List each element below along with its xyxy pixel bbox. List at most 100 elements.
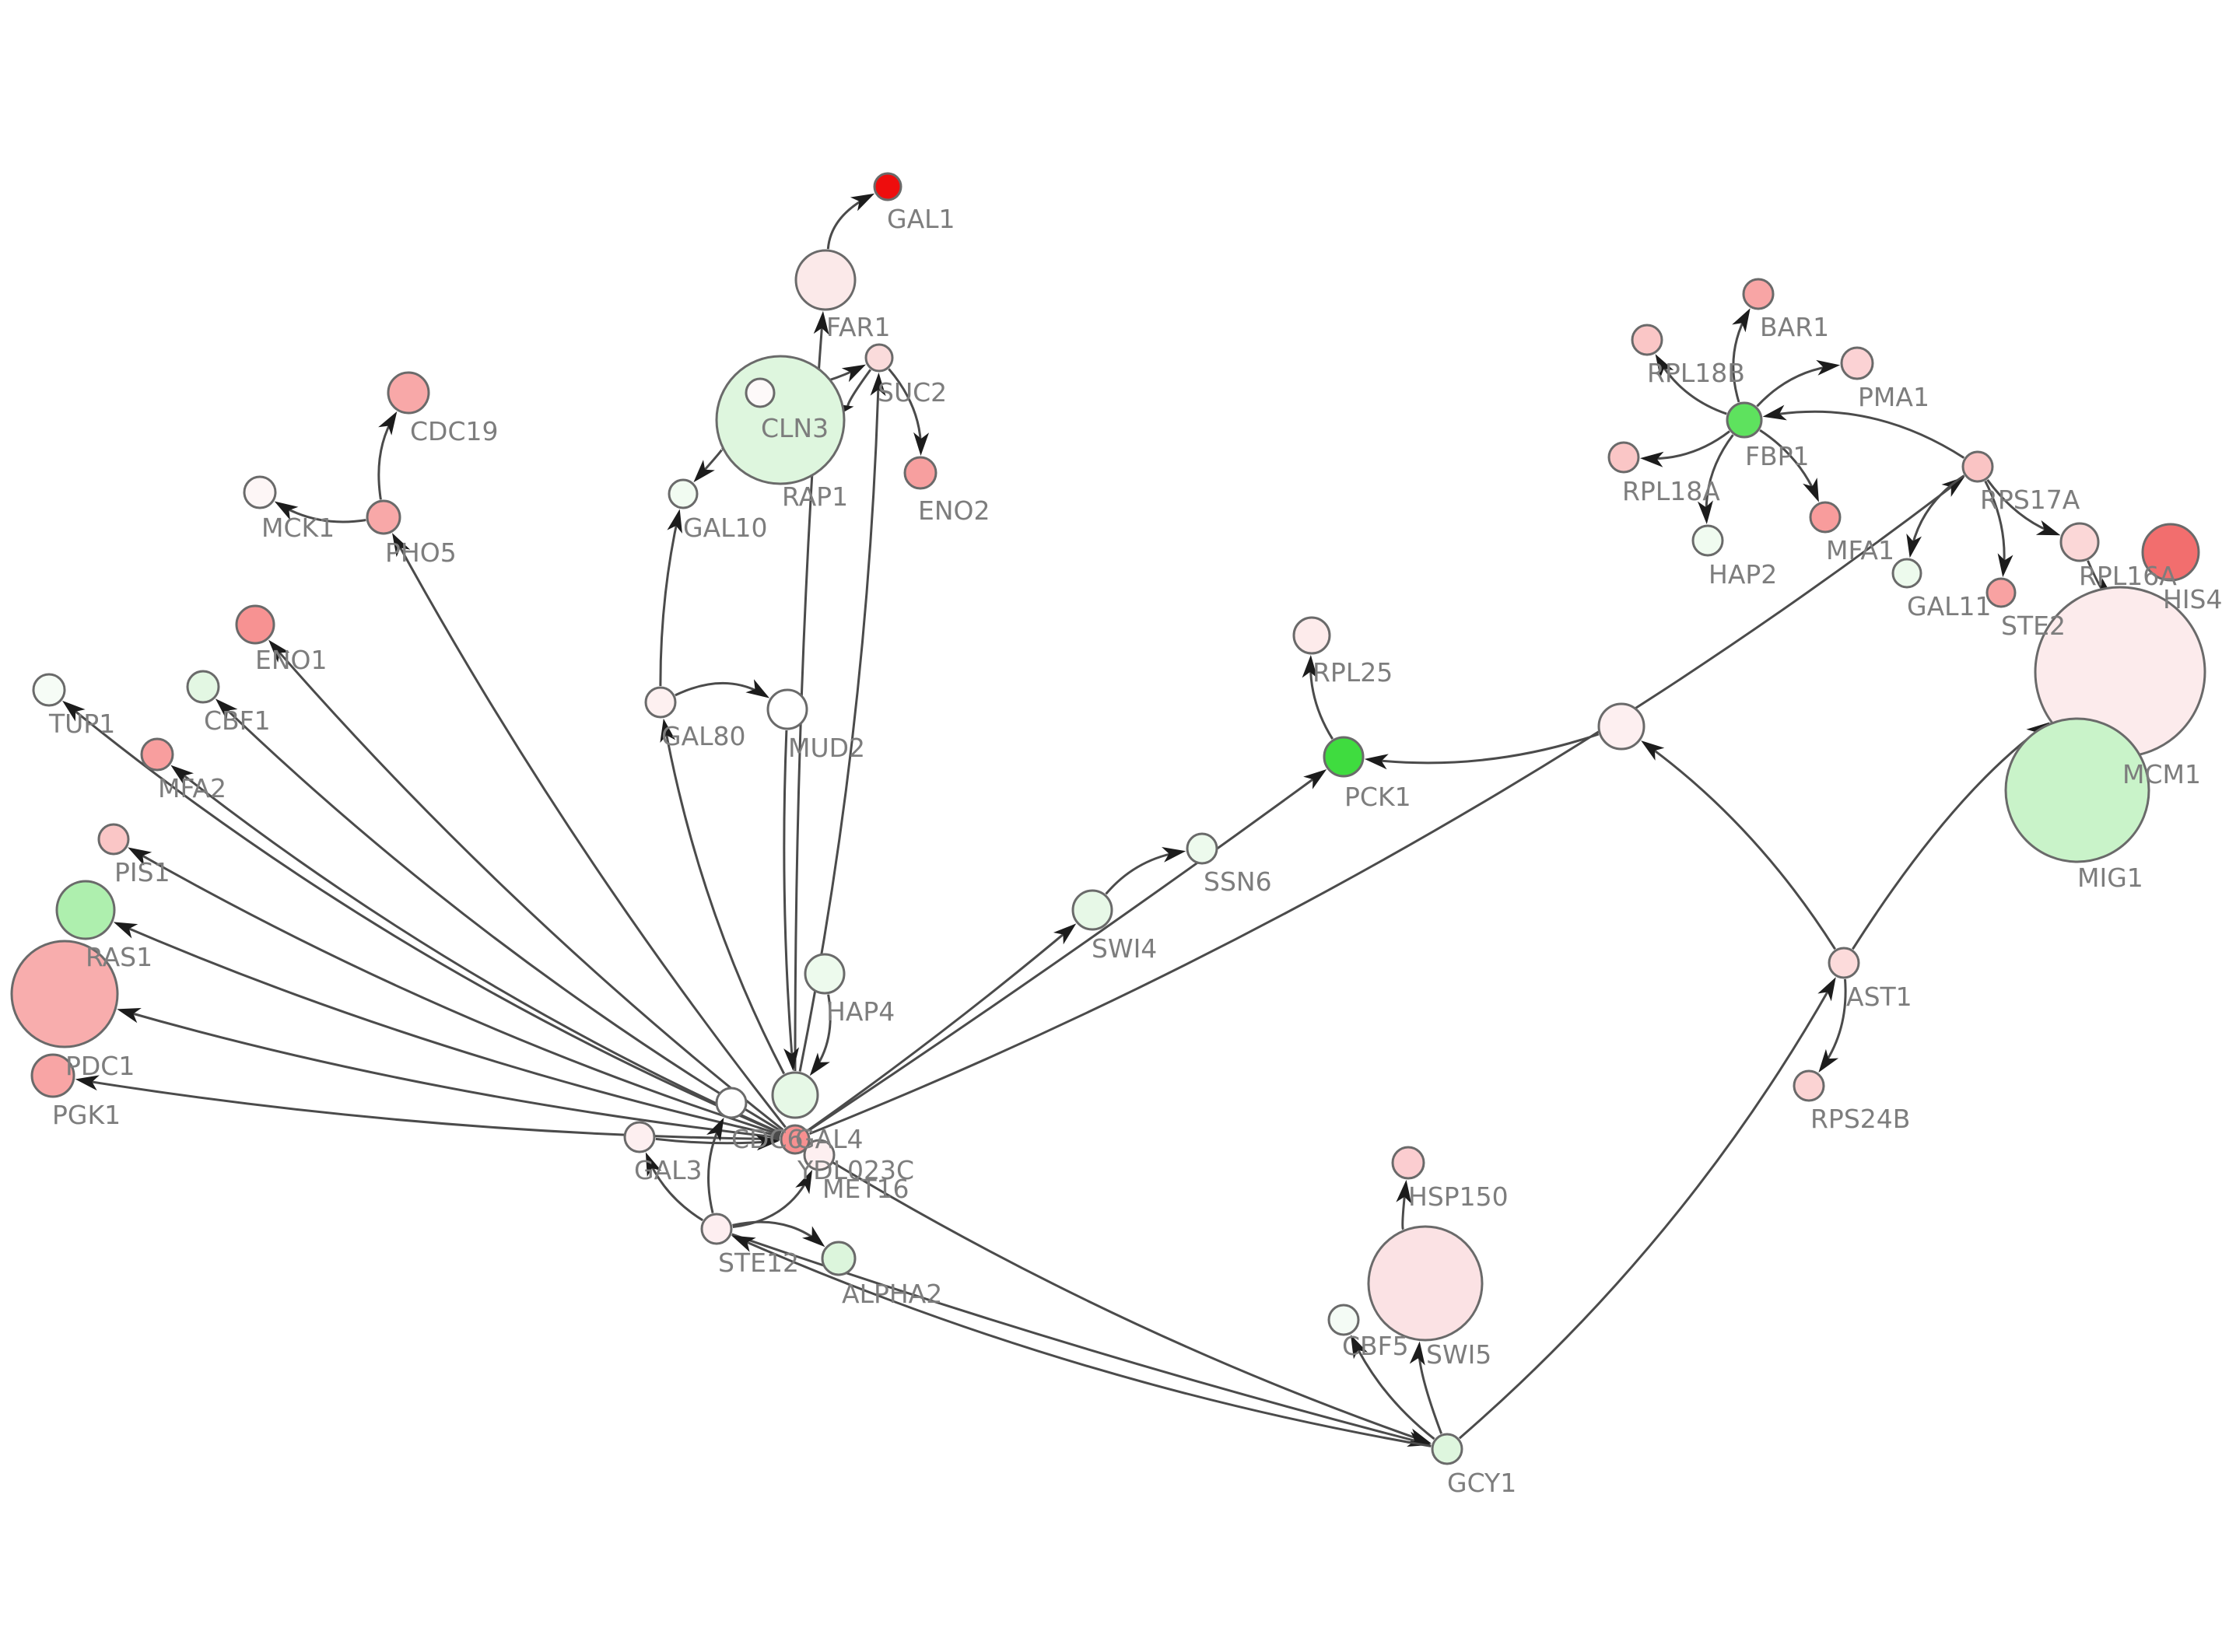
node-gcy1[interactable]	[1431, 1433, 1463, 1465]
edge-rps17a-rpl16a[interactable]	[1986, 479, 2061, 536]
edge-fbp1-bar1[interactable]	[1732, 308, 1751, 403]
edge-ydl023c-tup1[interactable]	[62, 700, 782, 1135]
node-ste12[interactable]	[700, 1213, 733, 1245]
edge-rps17a-gal11[interactable]	[1906, 474, 1965, 558]
edge-ydl023c-ras1[interactable]	[113, 922, 780, 1138]
node-rpl18a[interactable]	[1607, 441, 1640, 474]
edge-ydl023c-pho5[interactable]	[392, 533, 787, 1129]
edge-cln3-gal10[interactable]	[693, 447, 724, 483]
edge-pho5-mck1[interactable]	[274, 501, 366, 523]
edge-fbp1-pma1[interactable]	[1756, 359, 1841, 408]
edge-ydl023c-cbf1[interactable]	[215, 698, 783, 1132]
edge-ydl023c-eno1[interactable]	[268, 639, 784, 1131]
edge-ydl023c-pdc1[interactable]	[117, 1008, 780, 1139]
edge-ydl023c-rps17a[interactable]	[809, 476, 1965, 1135]
edge-fbp1-hap2[interactable]	[1697, 434, 1734, 524]
edge-ydl023c-pck1[interactable]	[807, 768, 1327, 1132]
node-ast1[interactable]	[1828, 947, 1860, 979]
node-pck1[interactable]	[1323, 736, 1365, 778]
node-mud2[interactable]	[766, 688, 808, 730]
node-gal11[interactable]	[1891, 558, 1922, 589]
edge-ast1-rps24b[interactable]	[1818, 978, 1847, 1073]
edge-ast1-unnamed[interactable]	[1641, 740, 1836, 950]
node-far1[interactable]	[794, 249, 857, 311]
edge-gcy1-swi5[interactable]	[1409, 1341, 1443, 1434]
node-swi5[interactable]	[1367, 1225, 1484, 1342]
node-gal3[interactable]	[623, 1121, 656, 1153]
edge-ydl023c-gcy1[interactable]	[808, 1146, 1432, 1444]
node-his4[interactable]	[2141, 523, 2200, 582]
edge-swi5-hsp150[interactable]	[1396, 1179, 1412, 1230]
node-pis1[interactable]	[97, 823, 130, 856]
node-gal80[interactable]	[644, 686, 677, 719]
node-swi4[interactable]	[1071, 889, 1113, 931]
node-pma1[interactable]	[1840, 346, 1874, 380]
edge-gcy1-ast1[interactable]	[1458, 977, 1836, 1440]
edge-fbp1-mfa1[interactable]	[1759, 429, 1819, 502]
node-hap2[interactable]	[1691, 524, 1724, 557]
node-pdc1[interactable]	[10, 940, 119, 1048]
node-ste2[interactable]	[1985, 577, 2017, 608]
edge-pho5-cdc19[interactable]	[377, 411, 398, 500]
node-fbp1[interactable]	[1726, 401, 1763, 439]
node-rpl16a[interactable]	[2059, 522, 2100, 562]
edge-pck1-rpl25[interactable]	[1302, 655, 1334, 740]
edge-ste12-alpha2[interactable]	[732, 1220, 825, 1248]
node-mfa2[interactable]	[140, 737, 174, 772]
node-gal4[interactable]	[771, 1071, 819, 1119]
edge-ste12-cdc6[interactable]	[706, 1117, 724, 1213]
node-mfa1[interactable]	[1809, 501, 1842, 534]
node-eno2[interactable]	[903, 456, 938, 490]
node-pho5[interactable]	[366, 499, 401, 535]
edge-suc2-cln3[interactable]	[829, 369, 872, 418]
node-gal10[interactable]	[668, 478, 699, 509]
node-rap1[interactable]	[745, 377, 776, 408]
node-mck1[interactable]	[243, 475, 277, 509]
edge-ste12-met16[interactable]	[732, 1169, 813, 1228]
edge-rps17a-fbp1[interactable]	[1762, 404, 1965, 459]
edge-suc2-eno2[interactable]	[888, 368, 930, 456]
node-alpha2[interactable]	[821, 1241, 857, 1276]
node-cbf5[interactable]	[1327, 1304, 1360, 1336]
node-bar1[interactable]	[1742, 278, 1775, 310]
edge-gal80-mud2[interactable]	[675, 679, 770, 698]
edge-unnamed-pck1[interactable]	[1364, 733, 1600, 770]
node-cdc6[interactable]	[715, 1087, 748, 1119]
node-ras1[interactable]	[55, 880, 116, 940]
edge-rpl16a-mcm1[interactable]	[2087, 560, 2115, 603]
edge-ydl023c-mfa2[interactable]	[170, 765, 782, 1135]
node-mig1[interactable]	[2004, 717, 2150, 863]
edge-gcy1-ste12[interactable]	[731, 1235, 1432, 1447]
edge-fbp1-rpl18b[interactable]	[1655, 354, 1727, 415]
edge-hap4-gal4[interactable]	[809, 994, 832, 1076]
node-rps24b[interactable]	[1793, 1069, 1825, 1102]
edge-ydl023c-swi4[interactable]	[807, 923, 1077, 1132]
node-hap4[interactable]	[804, 953, 846, 995]
node-rpl18b[interactable]	[1631, 324, 1663, 356]
edge-ydl023c-pis1[interactable]	[128, 847, 781, 1136]
node-ydl023c[interactable]	[780, 1124, 811, 1155]
edge-ydl023c-pgk1[interactable]	[75, 1075, 780, 1141]
node-rps17a[interactable]	[1961, 450, 1994, 483]
edge-far1-gal1[interactable]	[826, 193, 875, 250]
node-tup1[interactable]	[32, 673, 66, 707]
node-pgk1[interactable]	[30, 1053, 75, 1098]
node-eno1[interactable]	[235, 604, 275, 645]
edge-gal4-gal80[interactable]	[660, 718, 786, 1075]
node-cdc19[interactable]	[387, 371, 430, 415]
node-met16[interactable]	[803, 1139, 836, 1171]
node-suc2[interactable]	[864, 343, 894, 373]
node-hsp150[interactable]	[1391, 1146, 1425, 1180]
edge-rps17a-ste2[interactable]	[1984, 480, 2013, 578]
edge-fbp1-rpl18a[interactable]	[1640, 430, 1730, 467]
edge-gal80-gal10[interactable]	[659, 509, 682, 687]
node-gal1[interactable]	[873, 172, 902, 201]
edge-gcy1-cbf5[interactable]	[1351, 1334, 1435, 1440]
node-cbf1[interactable]	[186, 670, 220, 704]
node-ssn6[interactable]	[1186, 832, 1218, 865]
edge-swi4-ssn6[interactable]	[1105, 847, 1186, 895]
node-unnamed[interactable]	[1597, 702, 1645, 751]
edge-ste12-gal3[interactable]	[645, 1152, 703, 1222]
edge-mud2-gal4[interactable]	[783, 730, 800, 1072]
